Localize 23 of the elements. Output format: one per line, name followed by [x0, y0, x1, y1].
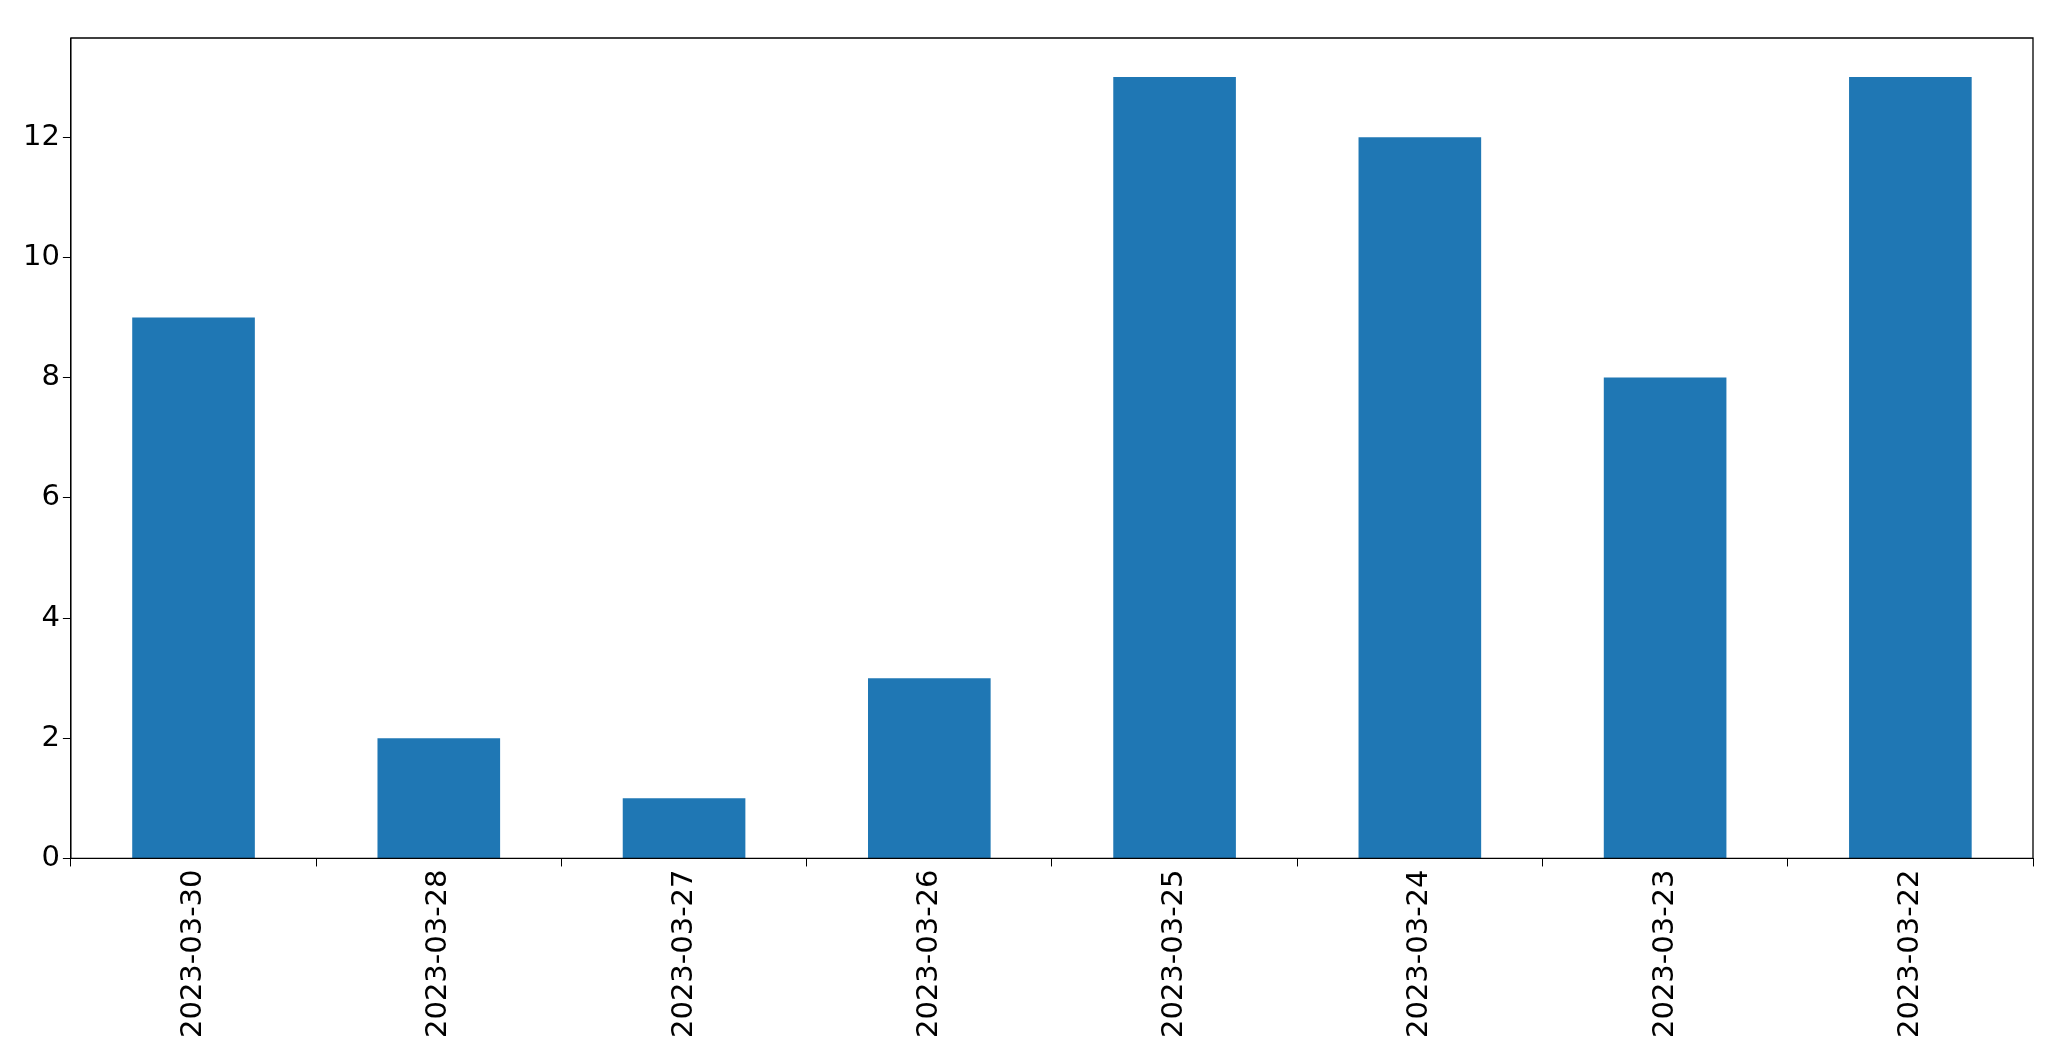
x-tick-label: 2023-03-23 — [1645, 869, 1680, 1039]
y-tick-label: 8 — [41, 358, 60, 393]
bar — [868, 678, 991, 858]
bar — [622, 798, 746, 858]
y-tick-label: 4 — [41, 598, 60, 633]
y-tick-label: 10 — [23, 237, 60, 272]
bar — [1113, 77, 1236, 858]
y-tick-label: 12 — [23, 117, 60, 152]
y-tick-label: 2 — [41, 718, 60, 753]
y-tick-label: 6 — [41, 478, 60, 513]
bar — [132, 317, 255, 858]
x-tick-label: 2023-03-25 — [1155, 869, 1190, 1039]
x-tick-label: 2023-03-28 — [419, 869, 454, 1039]
bar — [377, 738, 501, 858]
bar — [1358, 137, 1482, 858]
x-tick-label: 2023-03-30 — [174, 869, 209, 1039]
bar — [1849, 77, 1972, 858]
y-tick-label: 0 — [41, 839, 60, 873]
bar — [1603, 377, 1727, 858]
x-tick-label: 2023-03-27 — [664, 869, 699, 1039]
x-tick-label: 2023-03-22 — [1890, 869, 1925, 1039]
x-tick-label: 2023-03-26 — [909, 869, 944, 1039]
x-tick-label: 2023-03-24 — [1400, 869, 1435, 1039]
